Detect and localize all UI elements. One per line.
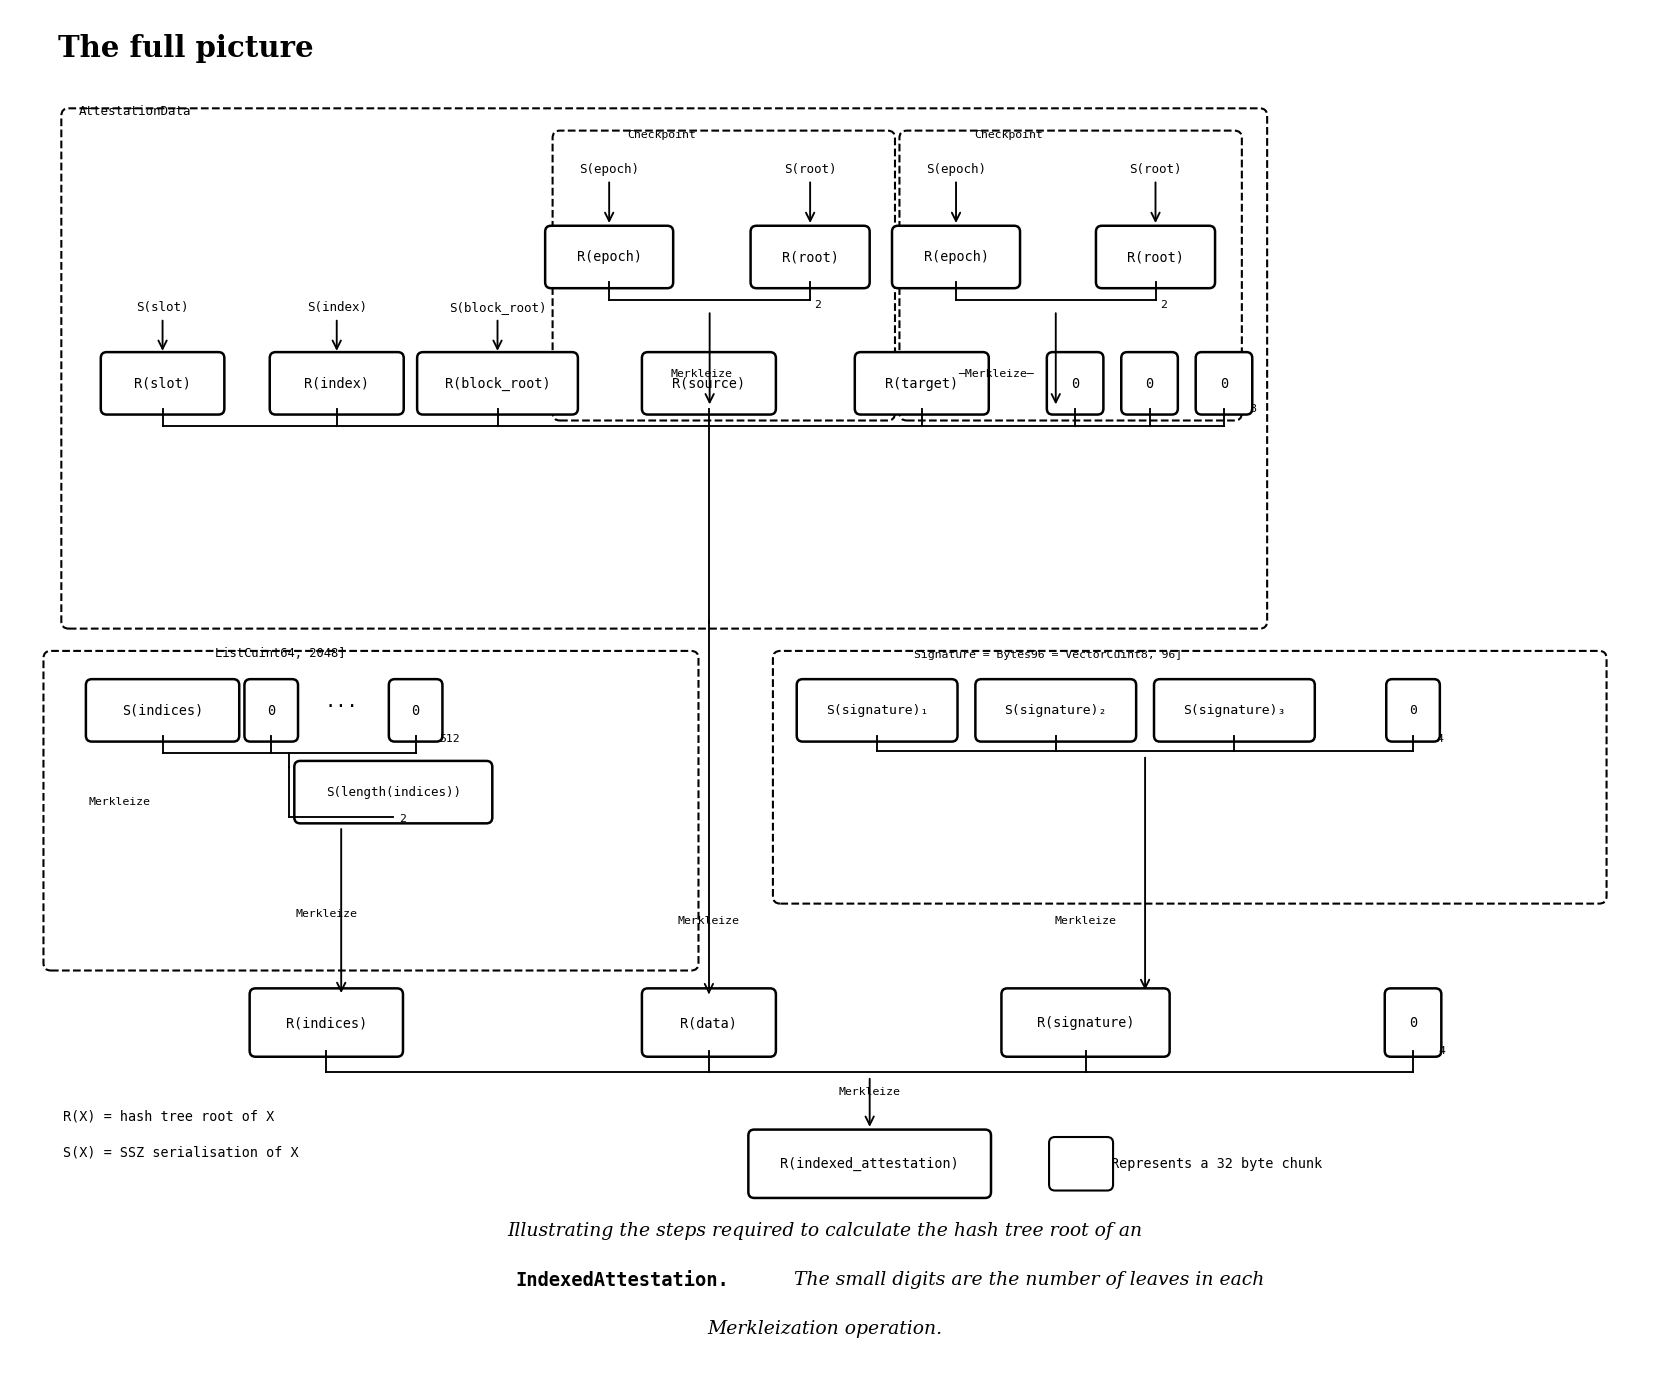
Text: S(signature)₁: S(signature)₁	[825, 703, 928, 717]
Text: The full picture: The full picture	[58, 35, 314, 64]
Text: R(indexed_attestation): R(indexed_attestation)	[781, 1156, 959, 1172]
FancyBboxPatch shape	[751, 226, 870, 288]
FancyBboxPatch shape	[245, 680, 298, 742]
Text: Merkleization operation.: Merkleization operation.	[708, 1319, 943, 1337]
Text: Merkleize: Merkleize	[88, 797, 151, 807]
Text: R(X) = hash tree root of X: R(X) = hash tree root of X	[63, 1109, 275, 1123]
Text: 0: 0	[1409, 1015, 1417, 1029]
Text: 4: 4	[1436, 733, 1444, 744]
FancyBboxPatch shape	[748, 1130, 991, 1198]
FancyBboxPatch shape	[1386, 680, 1439, 742]
FancyBboxPatch shape	[642, 989, 776, 1057]
Text: R(epoch): R(epoch)	[923, 251, 987, 265]
Text: Checkpoint: Checkpoint	[627, 130, 696, 139]
Text: 2: 2	[1159, 299, 1166, 309]
Text: 0: 0	[1219, 376, 1227, 390]
Text: R(index): R(index)	[304, 376, 369, 390]
Text: 0: 0	[1070, 376, 1078, 390]
FancyBboxPatch shape	[1095, 226, 1214, 288]
Text: R(data): R(data)	[680, 1015, 738, 1029]
Text: IndexedAttestation.: IndexedAttestation.	[514, 1270, 729, 1290]
Text: Merkleize: Merkleize	[1054, 917, 1116, 926]
Text: Merkleize: Merkleize	[296, 908, 357, 918]
Text: 0: 0	[1409, 703, 1416, 717]
FancyBboxPatch shape	[1121, 352, 1178, 415]
Text: S(X) = SSZ serialisation of X: S(X) = SSZ serialisation of X	[63, 1145, 298, 1159]
FancyBboxPatch shape	[1001, 989, 1169, 1057]
FancyBboxPatch shape	[417, 352, 577, 415]
Text: Checkpoint: Checkpoint	[974, 130, 1042, 139]
Text: S(epoch): S(epoch)	[926, 163, 986, 176]
FancyBboxPatch shape	[797, 680, 958, 742]
Text: Merkleize: Merkleize	[839, 1087, 900, 1096]
Text: S(root): S(root)	[784, 163, 837, 176]
Text: R(epoch): R(epoch)	[577, 251, 642, 265]
Text: 0: 0	[1145, 376, 1153, 390]
FancyBboxPatch shape	[544, 226, 673, 288]
Text: S(epoch): S(epoch)	[579, 163, 638, 176]
Text: R(root): R(root)	[1126, 251, 1184, 265]
Text: R(signature): R(signature)	[1037, 1015, 1135, 1029]
FancyBboxPatch shape	[294, 761, 493, 823]
Text: R(block_root): R(block_root)	[445, 376, 551, 391]
FancyBboxPatch shape	[892, 226, 1021, 288]
Text: 2: 2	[399, 814, 405, 823]
FancyBboxPatch shape	[642, 352, 776, 415]
Text: The small digits are the number of leaves in each: The small digits are the number of leave…	[787, 1270, 1264, 1289]
Text: 512: 512	[440, 733, 460, 744]
Text: R(indices): R(indices)	[286, 1015, 367, 1029]
FancyBboxPatch shape	[270, 352, 404, 415]
Text: Signature = Bytes96 = VectorCuint8, 96]: Signature = Bytes96 = VectorCuint8, 96]	[915, 651, 1183, 660]
FancyBboxPatch shape	[1049, 1137, 1113, 1191]
Text: R(root): R(root)	[781, 251, 839, 265]
Text: S(slot): S(slot)	[136, 301, 189, 313]
FancyBboxPatch shape	[1153, 680, 1315, 742]
Text: S(signature)₂: S(signature)₂	[1004, 703, 1107, 717]
Text: ListCuint64, 2048]: ListCuint64, 2048]	[215, 648, 346, 660]
FancyBboxPatch shape	[86, 680, 240, 742]
Text: S(index): S(index)	[306, 301, 367, 313]
FancyBboxPatch shape	[855, 352, 989, 415]
Text: R(source): R(source)	[672, 376, 746, 390]
Text: ─Merkleize─: ─Merkleize─	[958, 369, 1034, 379]
Text: 0: 0	[412, 703, 420, 717]
Text: Merkleize: Merkleize	[678, 917, 739, 926]
Text: AttestationData: AttestationData	[79, 104, 192, 117]
FancyBboxPatch shape	[1384, 989, 1441, 1057]
Text: S(block_root): S(block_root)	[448, 301, 546, 313]
FancyBboxPatch shape	[1047, 352, 1103, 415]
Text: R(target): R(target)	[885, 376, 958, 390]
Text: Merkleize: Merkleize	[670, 369, 733, 379]
Text: S(root): S(root)	[1130, 163, 1181, 176]
FancyBboxPatch shape	[976, 680, 1136, 742]
Text: Represents a 32 byte chunk: Represents a 32 byte chunk	[1110, 1156, 1322, 1172]
Text: S(length(indices)): S(length(indices))	[326, 786, 461, 798]
Text: R(slot): R(slot)	[134, 376, 190, 390]
FancyBboxPatch shape	[101, 352, 225, 415]
Text: 4: 4	[1437, 1045, 1446, 1056]
Text: S(indices): S(indices)	[122, 703, 203, 717]
Text: S(signature)₃: S(signature)₃	[1183, 703, 1285, 717]
Text: 0: 0	[266, 703, 275, 717]
Text: 2: 2	[814, 299, 822, 309]
FancyBboxPatch shape	[250, 989, 404, 1057]
Text: Illustrating the steps required to calculate the hash tree root of an: Illustrating the steps required to calcu…	[508, 1222, 1143, 1240]
FancyBboxPatch shape	[1196, 352, 1252, 415]
FancyBboxPatch shape	[389, 680, 442, 742]
Text: 8: 8	[1249, 404, 1255, 414]
Text: ...: ...	[324, 691, 357, 710]
